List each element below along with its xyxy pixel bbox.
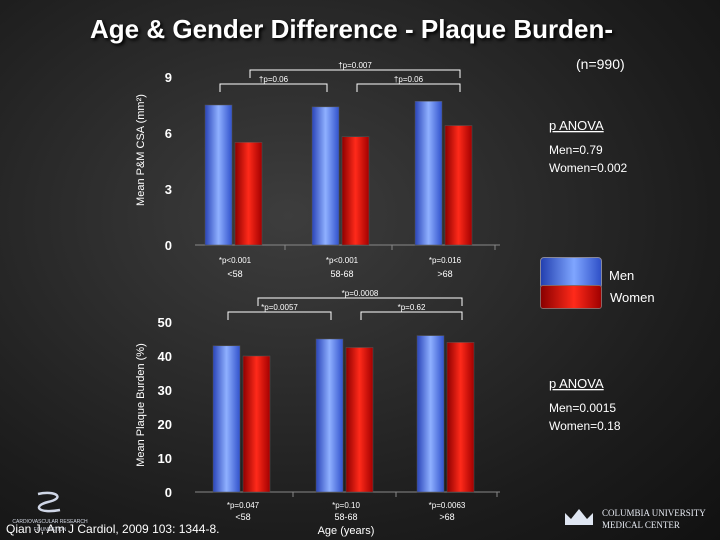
legend-men-swatch: [540, 257, 602, 289]
significance-bracket: [356, 83, 461, 92]
pair-p-value: *p=0.047: [227, 501, 260, 510]
bar-men-0: [204, 104, 233, 246]
crf-logo-mark: [37, 491, 61, 513]
pair-p-value: *p=0.016: [429, 256, 462, 265]
columbia-logo-line1: COLUMBIA UNIVERSITY: [602, 508, 706, 518]
bar-men-2: [416, 335, 445, 493]
significance-bracket: [219, 83, 328, 92]
bar-women-0: [242, 355, 271, 493]
legend-women-label: Women: [610, 290, 655, 305]
sample-size-label: (n=990): [576, 56, 625, 72]
significance-bracket: [249, 69, 461, 78]
category-label: >68: [437, 269, 452, 279]
crf-logo-text: CARDIOVASCULAR RESEARCH FOUNDATION: [12, 519, 88, 533]
bar-men-0: [212, 345, 241, 493]
plaque-burden-chart: 0 10 20 30 40 50 Mean Plaque Burden (%) *p=0.04…: [135, 289, 621, 537]
bracket-p-value: †p=0.06: [259, 75, 289, 84]
y-tick-label: 50: [158, 315, 172, 330]
significance-bracket: [257, 297, 463, 306]
citation: Qian J, Am J Cardiol, 2009 103: 1344-8.: [6, 522, 220, 536]
y-tick-label: 0: [165, 485, 172, 500]
pair-p-value: *p=0.10: [332, 501, 360, 510]
y-axis-label: Mean Plaque Burden (%): [135, 343, 147, 467]
csa-chart: 0 3 6 9 Mean P&M CSA (mm²) *p<0.001 <58 *p<0.00…: [135, 61, 627, 279]
anova-women: Women=0.002: [549, 161, 627, 175]
category-label: <58: [227, 269, 242, 279]
pair-p-value: *p=0.0063: [429, 501, 466, 510]
bracket-p-value: †p=0.007: [338, 61, 372, 70]
y-tick-label: 40: [158, 349, 172, 364]
anova-men: Men=0.79: [549, 143, 603, 157]
bar-men-1: [315, 338, 344, 493]
bar-women-1: [341, 136, 370, 246]
y-axis-label: Mean P&M CSA (mm²): [135, 94, 147, 206]
bar-men-2: [414, 101, 443, 246]
y-tick-label: 0: [165, 238, 172, 253]
bracket-p-value: *p=0.62: [398, 303, 426, 312]
anova-title: p ANOVA: [549, 118, 604, 133]
pair-p-value: *p<0.001: [326, 256, 359, 265]
legend-women-swatch: [540, 285, 602, 309]
y-tick-label: 6: [165, 126, 172, 141]
category-label: >68: [439, 512, 454, 522]
y-tick-label: 20: [158, 417, 172, 432]
columbia-logo-line2: MEDICAL CENTER: [602, 520, 680, 530]
pair-p-value: *p<0.001: [219, 256, 252, 265]
bracket-p-value: †p=0.06: [394, 75, 424, 84]
x-axis-label: Age (years): [318, 525, 375, 537]
category-label: <58: [235, 512, 250, 522]
y-tick-label: 10: [158, 451, 172, 466]
anova-women: Women=0.18: [549, 419, 621, 433]
legend-men-label: Men: [609, 268, 635, 283]
significance-bracket: [227, 311, 332, 320]
bar-men-1: [311, 106, 340, 246]
significance-bracket: [360, 311, 463, 320]
y-tick-label: 9: [165, 70, 172, 85]
bar-women-2: [444, 125, 473, 246]
category-label: 58-68: [334, 512, 357, 522]
crf-logo: CARDIOVASCULAR RESEARCH FOUNDATION: [8, 488, 88, 533]
category-label: 58-68: [330, 269, 353, 279]
bar-women-1: [345, 347, 374, 493]
y-tick-label: 3: [165, 182, 172, 197]
bracket-p-value: *p=0.0008: [342, 289, 379, 298]
bracket-p-value: *p=0.0057: [261, 303, 298, 312]
anova-title: p ANOVA: [549, 376, 604, 391]
y-tick-label: 30: [158, 383, 172, 398]
anova-men: Men=0.0015: [549, 401, 616, 415]
crown-icon: [565, 509, 593, 525]
bar-women-2: [446, 342, 475, 493]
bar-women-0: [234, 142, 263, 246]
slide-title: Age & Gender Difference - Plaque Burden-: [90, 14, 613, 44]
